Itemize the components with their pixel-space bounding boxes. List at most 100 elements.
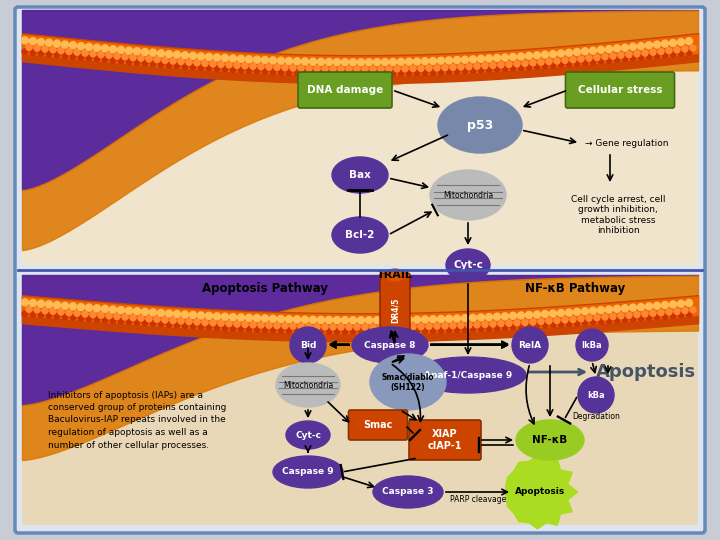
Text: Apoptosis: Apoptosis (515, 488, 565, 496)
Circle shape (222, 66, 228, 72)
Circle shape (154, 316, 160, 322)
Circle shape (386, 66, 392, 72)
Circle shape (358, 59, 364, 66)
Circle shape (570, 316, 576, 322)
FancyBboxPatch shape (409, 420, 481, 460)
Circle shape (126, 59, 132, 65)
Circle shape (110, 318, 116, 323)
Circle shape (405, 58, 413, 65)
Circle shape (486, 326, 492, 331)
Circle shape (458, 64, 464, 70)
Circle shape (558, 321, 564, 327)
Circle shape (53, 40, 60, 47)
Circle shape (117, 307, 125, 314)
Circle shape (431, 328, 436, 333)
Circle shape (646, 42, 652, 49)
Circle shape (314, 66, 320, 72)
Circle shape (566, 321, 572, 327)
Circle shape (450, 64, 456, 70)
Circle shape (637, 303, 644, 310)
Circle shape (647, 53, 652, 59)
Circle shape (574, 49, 580, 56)
Circle shape (254, 327, 260, 332)
Circle shape (182, 323, 188, 328)
Ellipse shape (370, 354, 446, 410)
Polygon shape (505, 455, 577, 529)
Circle shape (202, 320, 208, 326)
Circle shape (526, 323, 532, 329)
Circle shape (114, 314, 120, 320)
Circle shape (133, 48, 140, 55)
Circle shape (514, 61, 520, 67)
Circle shape (446, 57, 452, 64)
Circle shape (502, 54, 508, 61)
Circle shape (538, 319, 544, 325)
Circle shape (318, 316, 325, 323)
Circle shape (122, 314, 128, 320)
Circle shape (346, 324, 352, 330)
Circle shape (674, 47, 680, 53)
Circle shape (386, 324, 392, 330)
Circle shape (306, 65, 312, 71)
Circle shape (534, 64, 540, 69)
Circle shape (158, 50, 164, 57)
Circle shape (102, 317, 108, 323)
Circle shape (454, 315, 461, 322)
Circle shape (359, 71, 364, 76)
Circle shape (530, 319, 536, 325)
Circle shape (349, 316, 356, 323)
Circle shape (61, 302, 68, 309)
Text: Degradation: Degradation (572, 412, 620, 421)
Circle shape (430, 316, 436, 323)
Text: Smac: Smac (364, 420, 392, 430)
Circle shape (614, 57, 620, 62)
Circle shape (238, 55, 245, 62)
Circle shape (434, 65, 440, 71)
Circle shape (406, 328, 412, 334)
Circle shape (338, 324, 344, 330)
Text: IkBa: IkBa (582, 341, 603, 349)
Circle shape (398, 328, 404, 334)
Circle shape (574, 308, 580, 315)
Circle shape (253, 56, 261, 63)
Circle shape (326, 328, 332, 334)
Circle shape (374, 59, 380, 66)
Circle shape (685, 300, 693, 307)
Circle shape (226, 62, 232, 68)
Circle shape (678, 38, 685, 45)
Circle shape (34, 307, 40, 313)
Circle shape (197, 53, 204, 60)
Circle shape (194, 60, 200, 66)
Circle shape (366, 59, 372, 66)
Text: Mitochondria: Mitochondria (443, 191, 493, 199)
Circle shape (62, 53, 68, 58)
Circle shape (246, 56, 253, 63)
Circle shape (58, 48, 64, 53)
Circle shape (338, 66, 344, 72)
Circle shape (330, 324, 336, 330)
Circle shape (512, 327, 548, 363)
Circle shape (470, 68, 476, 73)
Circle shape (330, 66, 336, 72)
Circle shape (302, 70, 308, 76)
Text: Cyt-c: Cyt-c (453, 260, 483, 270)
Circle shape (557, 50, 564, 57)
Circle shape (454, 57, 461, 64)
Circle shape (575, 60, 580, 66)
Circle shape (250, 322, 256, 328)
Circle shape (366, 316, 372, 323)
Circle shape (178, 318, 184, 324)
Circle shape (102, 45, 109, 52)
Circle shape (598, 46, 605, 53)
Circle shape (474, 63, 480, 69)
Circle shape (454, 327, 460, 333)
Circle shape (454, 69, 460, 74)
Circle shape (374, 71, 380, 76)
Text: Caspase 8: Caspase 8 (364, 341, 415, 349)
Circle shape (302, 316, 308, 323)
Circle shape (562, 57, 568, 63)
Circle shape (442, 65, 448, 71)
Circle shape (478, 67, 484, 73)
Circle shape (290, 327, 326, 363)
Circle shape (38, 50, 44, 56)
